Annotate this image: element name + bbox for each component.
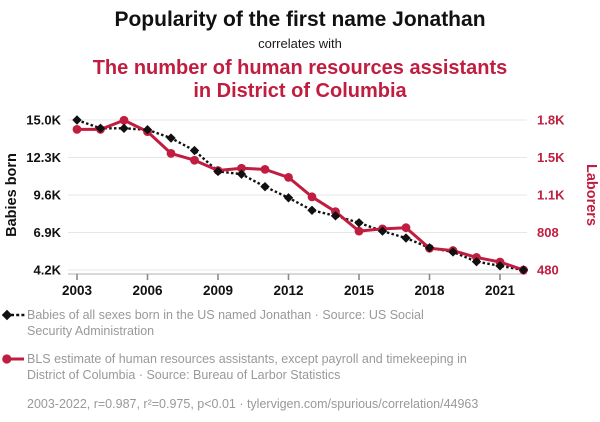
x-tick-label: 2018 xyxy=(414,283,445,298)
jonathan-point xyxy=(95,123,106,134)
jonathan-point xyxy=(354,218,364,228)
chart-header: Popularity of the first name Jonathan co… xyxy=(0,8,600,103)
legend-text-hr-assistants: BLS estimate of human resources assistan… xyxy=(27,352,467,382)
jonathan-point xyxy=(307,205,317,215)
jonathan-point xyxy=(283,193,294,203)
x-tick-label: 2015 xyxy=(344,283,375,298)
jonathan-point xyxy=(260,181,270,192)
x-tick-label: 2009 xyxy=(203,283,233,298)
chart-legend: Babies of all sexes born in the US named… xyxy=(0,307,600,412)
jonathan-point xyxy=(119,123,129,134)
page-title: Popularity of the first name Jonathan xyxy=(114,8,486,31)
black-diamond-dashed-icon xyxy=(2,309,25,321)
legend-jonathan-line2: Security Administration xyxy=(27,324,155,338)
left-tick-label: 6.9K xyxy=(34,225,62,240)
left-axis-title: Babies born xyxy=(4,153,20,237)
secondary-title: The number of human resources assistants… xyxy=(10,57,590,103)
left-tick-label: 12.3K xyxy=(26,150,61,165)
hr-assistants-point xyxy=(72,124,82,134)
jonathan-point xyxy=(330,211,341,221)
jonathan-point xyxy=(377,226,388,236)
x-tick-label: 2021 xyxy=(485,283,516,298)
secondary-title-line1: The number of human resources assistants xyxy=(92,57,508,79)
jonathan-point xyxy=(401,233,411,243)
correlation-line-chart: 2003 2006 2009 2012 2015 2018 2021 15.0K 12.3K 9.… xyxy=(4,113,599,299)
legend-item-hr-assistants: BLS estimate of human resources assistan… xyxy=(0,351,600,383)
jonathan-point xyxy=(142,125,153,135)
hr-assistants-point xyxy=(307,192,317,202)
hr-assistants-point xyxy=(401,223,411,233)
left-tick-label: 9.6K xyxy=(34,188,62,203)
hr-assistants-point xyxy=(119,115,129,125)
right-tick-label: 480 xyxy=(537,263,559,278)
jonathan-point xyxy=(189,145,200,156)
x-tick-label: 2003 xyxy=(62,283,93,298)
stats-footer: 2003-2022, r=0.987, r²=0.975, p<0.01 · t… xyxy=(27,397,479,411)
right-tick-label: 1.1K xyxy=(537,188,565,203)
hr-assistants-point xyxy=(166,148,176,158)
jonathan-point xyxy=(448,247,458,257)
jonathan-point xyxy=(518,265,529,275)
jonathan-point xyxy=(471,256,482,267)
correlates-with-label: correlates with xyxy=(258,36,342,51)
hr-assistants-point xyxy=(354,226,364,236)
red-circle-line-icon xyxy=(2,354,24,364)
jonathan-point xyxy=(166,133,176,143)
jonathan-point xyxy=(236,169,247,179)
hr-assistants-point xyxy=(284,172,293,182)
left-tick-label: 4.2K xyxy=(34,263,62,278)
left-tick-label: 15.0K xyxy=(26,113,61,128)
jonathan-point xyxy=(495,261,505,271)
x-tick-label: 2006 xyxy=(132,283,163,298)
legend-hr-line2: District of Columbia · Source: Bureau of… xyxy=(27,368,341,382)
x-tick-label: 2012 xyxy=(273,283,303,298)
jonathan-point xyxy=(424,243,435,253)
legend-hr-line1: BLS estimate of human resources assistan… xyxy=(27,352,467,366)
right-axis-title: Laborers xyxy=(583,164,599,226)
hr-assistants-point xyxy=(237,163,246,173)
legend-text-jonathan: Babies of all sexes born in the US named… xyxy=(27,308,424,338)
jonathan-point xyxy=(72,115,82,125)
hr-assistants-point xyxy=(190,155,199,165)
right-tick-label: 1.5K xyxy=(537,150,565,165)
right-tick-label: 808 xyxy=(537,225,559,240)
legend-item-jonathan: Babies of all sexes born in the US named… xyxy=(0,307,600,339)
legend-jonathan-line1: Babies of all sexes born in the US named… xyxy=(27,308,424,322)
right-tick-label: 1.8K xyxy=(537,113,565,128)
spurious-correlation-page: Popularity of the first name Jonathan co… xyxy=(0,8,600,422)
secondary-title-line2: in District of Columbia xyxy=(193,80,407,102)
hr-assistants-point xyxy=(260,164,270,174)
jonathan-point xyxy=(213,166,223,177)
